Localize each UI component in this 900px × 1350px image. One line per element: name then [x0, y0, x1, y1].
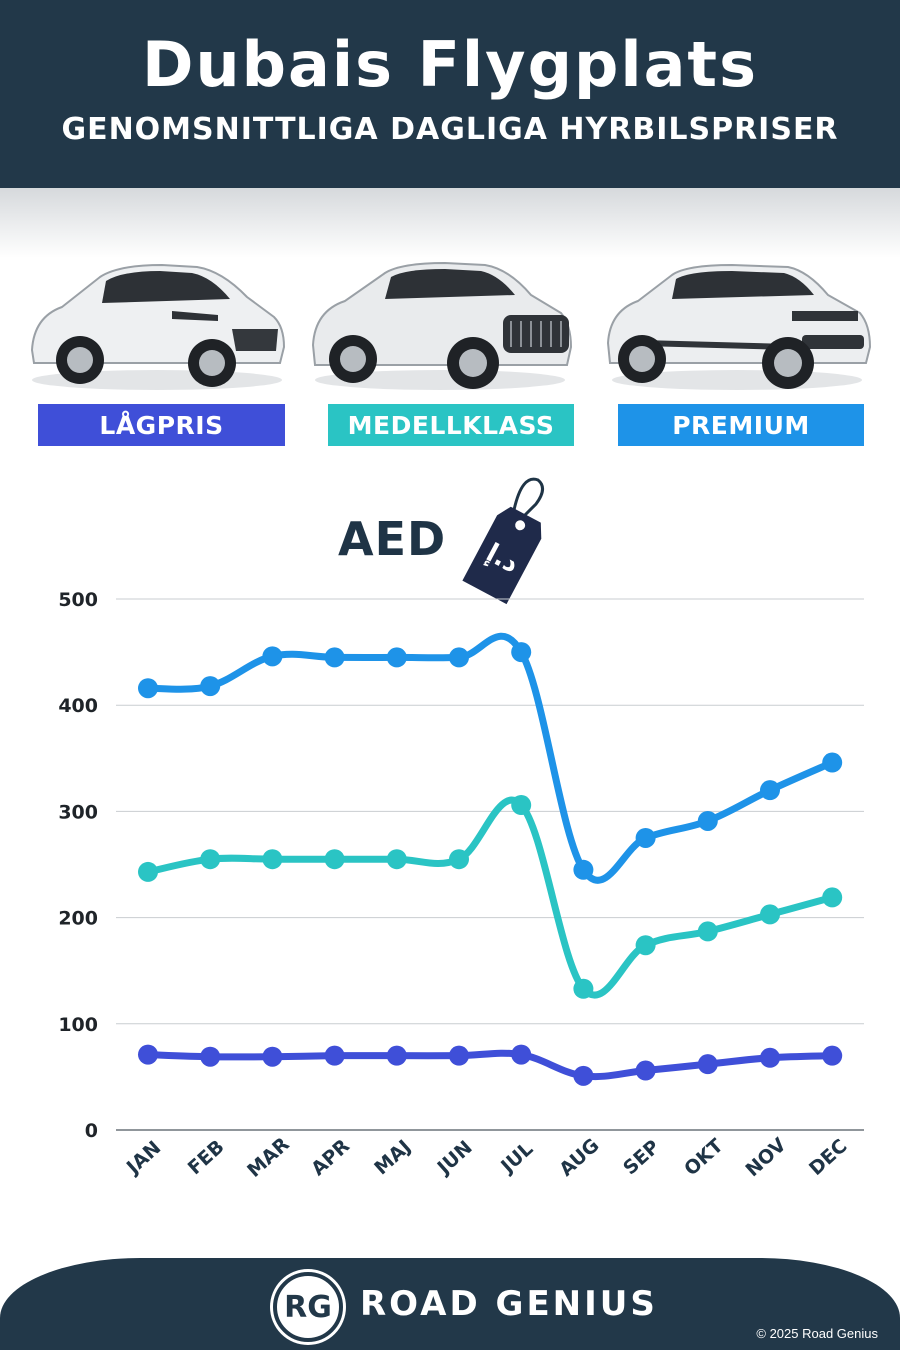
- x-tick-label: DEC: [805, 1135, 851, 1180]
- legend-label-premium: PREMIUM: [618, 404, 864, 446]
- y-tick-label: 500: [58, 589, 98, 611]
- data-point: [200, 676, 221, 697]
- x-tick-label: OKT: [680, 1135, 727, 1181]
- data-point: [511, 642, 532, 663]
- data-point: [262, 849, 283, 870]
- data-point: [573, 1065, 594, 1086]
- data-point: [386, 1045, 407, 1066]
- y-tick-label: 200: [58, 908, 98, 930]
- x-tick-label: SEP: [619, 1136, 664, 1180]
- y-tick-label: 300: [58, 801, 98, 823]
- data-point: [822, 752, 843, 773]
- data-point: [635, 827, 656, 848]
- economy-car-image: [22, 255, 292, 395]
- data-point: [697, 1054, 718, 1075]
- y-tick-label: 100: [58, 1014, 98, 1036]
- x-tick-label: MAR: [243, 1133, 294, 1182]
- brand-name: ROAD GENIUS: [360, 1284, 658, 1324]
- data-point: [635, 1060, 656, 1081]
- x-tick-label: JAN: [121, 1137, 165, 1180]
- currency-label: AED: [338, 512, 447, 566]
- data-point: [138, 1044, 158, 1065]
- legend-label-lagpris: LÅGPRIS: [38, 404, 285, 446]
- data-point: [200, 849, 221, 870]
- x-tick-label: NOV: [741, 1134, 790, 1181]
- data-point: [573, 978, 594, 999]
- x-tick-label: MAJ: [370, 1136, 415, 1180]
- data-point: [697, 921, 718, 942]
- data-point: [822, 1045, 843, 1066]
- data-point: [386, 647, 407, 668]
- header-banner: Dubais Flygplats GENOMSNITTLIGA DAGLIGA …: [0, 0, 900, 188]
- data-point: [200, 1046, 221, 1067]
- price-line-chart: 0 100 200 300 400 500 JAN FEB MAR APR MAJ JUN JUL AU…: [58, 589, 864, 1182]
- data-point: [760, 904, 780, 925]
- price-tag-icon: د.إ: [452, 470, 552, 610]
- midsize-car-image: [305, 255, 575, 395]
- data-point: [822, 887, 843, 908]
- legend-label-medellklass: MEDELLKLASS: [328, 404, 574, 446]
- y-tick-label: 400: [58, 695, 98, 717]
- data-point: [449, 647, 469, 668]
- y-tick-label: 0: [85, 1120, 98, 1142]
- data-point: [697, 810, 718, 831]
- data-point: [262, 646, 283, 667]
- data-point: [324, 1045, 345, 1066]
- x-tick-label: FEB: [184, 1136, 229, 1179]
- data-point: [449, 1045, 469, 1066]
- data-point: [138, 861, 158, 882]
- data-point: [324, 647, 345, 668]
- series-line-medellklass: [144, 796, 836, 999]
- data-point: [138, 678, 158, 699]
- page-subtitle: GENOMSNITTLIGA DAGLIGA HYRBILSPRISER: [61, 112, 839, 147]
- x-tick-label: AUG: [555, 1134, 603, 1181]
- x-tick-label: JUL: [495, 1138, 537, 1179]
- footer-bar: [0, 1258, 900, 1350]
- data-point: [760, 780, 780, 801]
- series-line-lågpris: [144, 1049, 836, 1081]
- data-point: [262, 1046, 283, 1067]
- page-title: Dubais Flygplats: [142, 28, 758, 101]
- data-point: [324, 849, 345, 870]
- data-point: [573, 859, 594, 880]
- series-line-premium: [144, 632, 836, 884]
- data-point: [386, 849, 407, 870]
- data-point: [511, 1044, 532, 1065]
- copyright-text: © 2025 Road Genius: [756, 1326, 878, 1341]
- data-point: [635, 935, 656, 956]
- premium-car-image: [602, 255, 872, 395]
- x-tick-label: JUN: [432, 1137, 477, 1180]
- road-genius-logo: RG: [273, 1272, 343, 1342]
- data-point: [511, 795, 532, 816]
- x-tick-label: APR: [307, 1135, 354, 1181]
- data-point: [449, 849, 469, 870]
- header-shadow: [0, 188, 900, 258]
- data-point: [760, 1047, 780, 1068]
